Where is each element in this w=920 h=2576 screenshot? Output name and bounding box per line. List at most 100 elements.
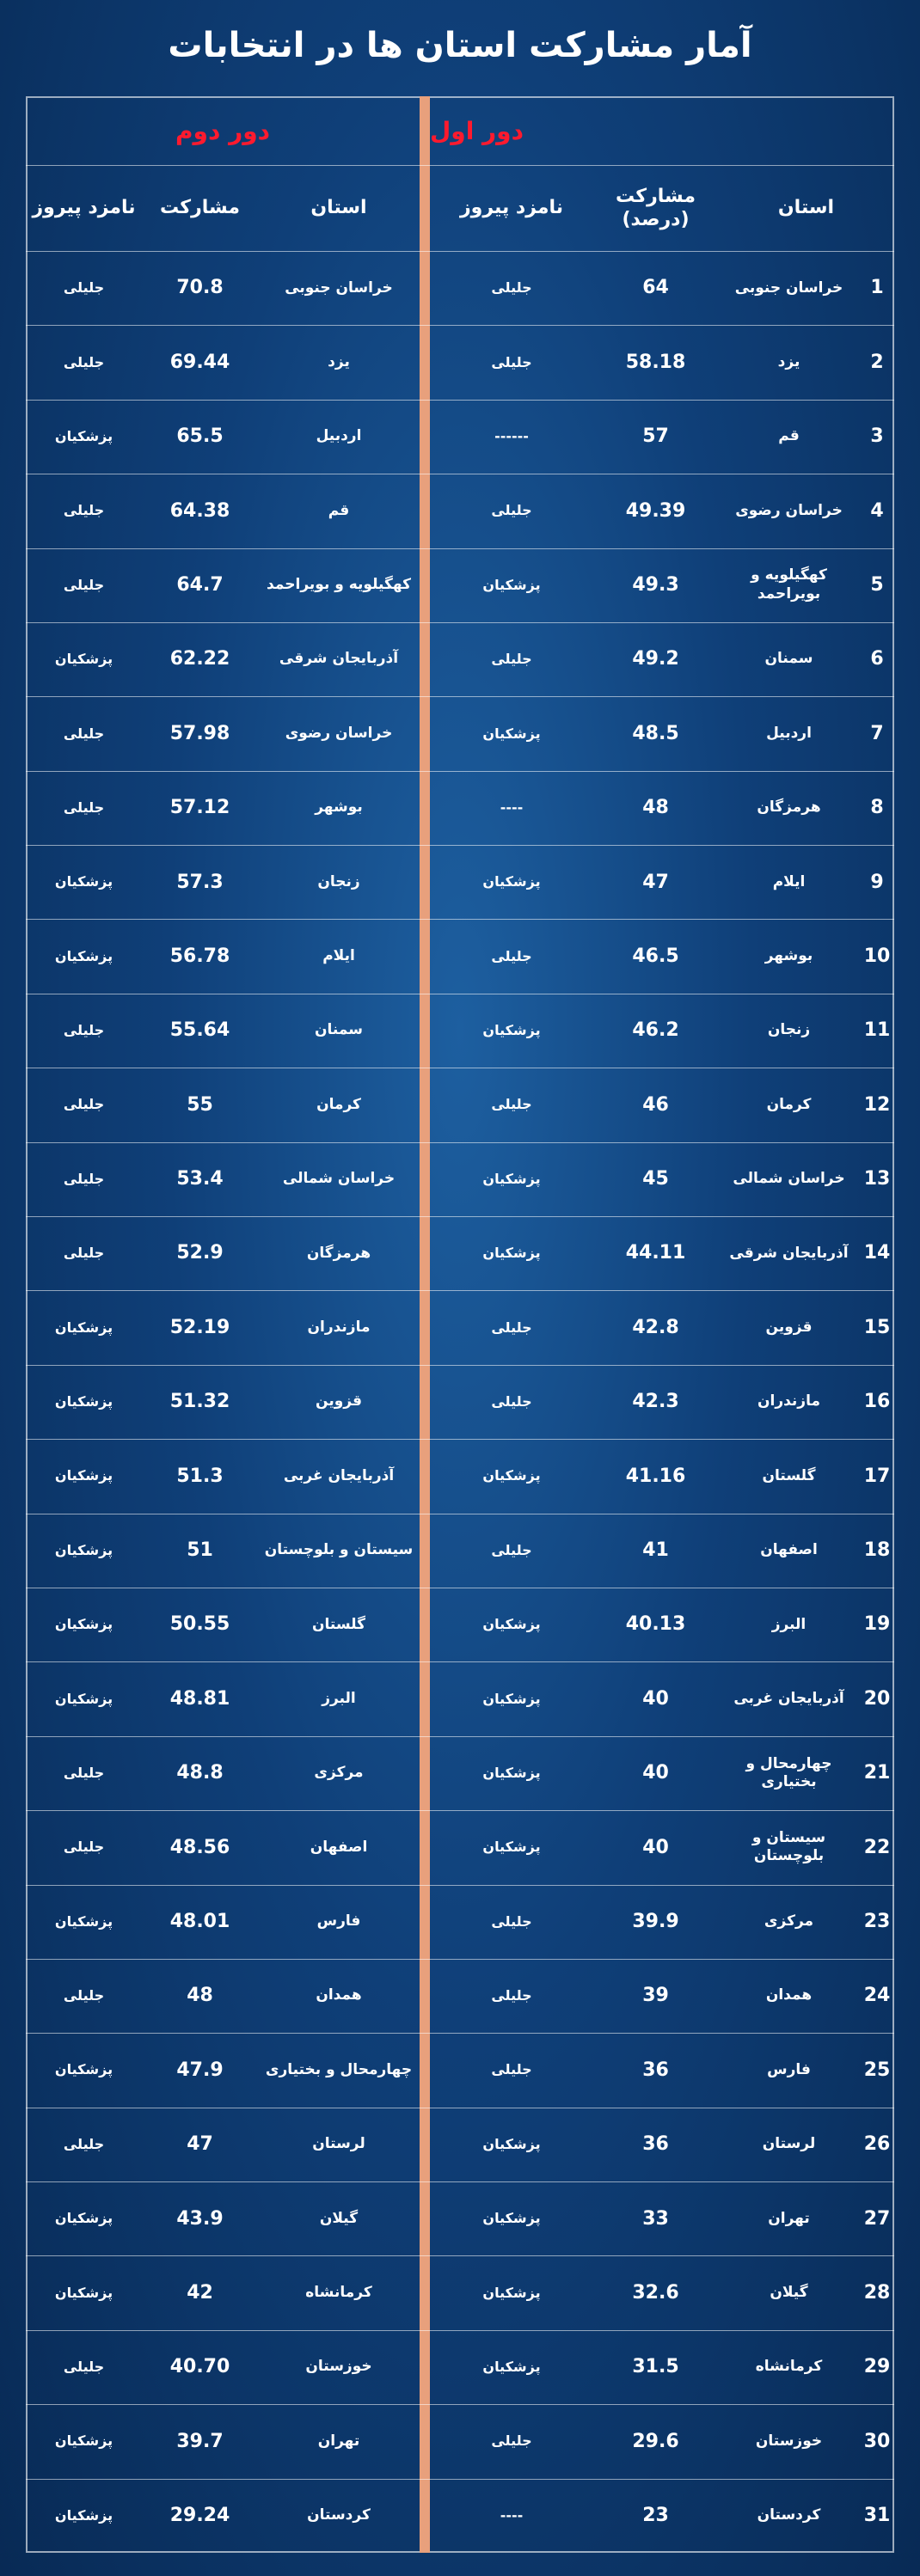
winner: جلیلی (491, 1392, 532, 1410)
province: فارس (767, 2060, 811, 2078)
row-line (26, 919, 894, 921)
row-line (26, 2329, 894, 2331)
winner: جلیلی (63, 502, 105, 519)
participation: 39.7 (176, 2430, 224, 2452)
province: خراسان رضوی (735, 501, 843, 519)
participation: 70.8 (176, 277, 224, 299)
row-line (26, 2181, 894, 2183)
province: سمنان (315, 1021, 363, 1039)
round-title: دور دوم (175, 116, 270, 145)
row-number: 13 (863, 1168, 891, 1190)
participation: 64.7 (176, 573, 224, 596)
province: اصفهان (760, 1541, 818, 1559)
province: خراسان رضوی (285, 724, 393, 742)
province: کرمان (316, 1095, 361, 1113)
winner: پزشکیان (54, 1467, 113, 1484)
participation: 44.11 (625, 1242, 686, 1264)
province: یزد (328, 352, 350, 370)
participation: 46.5 (632, 945, 679, 967)
winner: جلیلی (63, 353, 105, 370)
row-number: 28 (863, 2281, 891, 2304)
participation: 48.8 (176, 1762, 224, 1784)
province: زنجان (767, 1021, 811, 1039)
province: تهران (768, 2209, 810, 2227)
participation: 65.5 (176, 425, 224, 448)
participation: 40.13 (625, 1613, 686, 1636)
province: فارس (316, 1912, 361, 1930)
row-number: 23 (863, 1910, 891, 1932)
winner: پزشکیان (482, 725, 541, 742)
province: آذربایجان شرقی (729, 1244, 849, 1262)
participation: 40.70 (169, 2356, 230, 2378)
row-number: 12 (863, 1093, 891, 1116)
winner: پزشکیان (482, 576, 541, 593)
participation: 53.4 (176, 1168, 224, 1190)
winner: جلیلی (491, 1912, 532, 1930)
winner: پزشکیان (54, 427, 113, 444)
column-header: نامزد پیروز (459, 197, 564, 219)
province: گیلان (319, 2209, 359, 2227)
province: مرکزی (764, 1912, 814, 1930)
column-header: مشارکت (درصد) (615, 185, 696, 231)
province: قزوین (765, 1318, 813, 1336)
row-line (26, 621, 894, 623)
participation: 64 (642, 277, 669, 299)
participation: 31.5 (632, 2356, 679, 2378)
winner: پزشکیان (54, 1541, 113, 1558)
row-line (26, 1958, 894, 1960)
round-title: دور اول (430, 116, 524, 145)
winner: پزشکیان (54, 2210, 113, 2227)
province: اردبیل (766, 724, 812, 742)
row-number: 8 (870, 797, 884, 819)
winner: جلیلی (491, 1541, 532, 1558)
winner: پزشکیان (54, 1616, 113, 1633)
row-number: 2 (870, 351, 884, 373)
column-header: مشارکت (159, 197, 241, 219)
winner: جلیلی (491, 651, 532, 668)
province: چهارمحال و بختیاری (745, 1754, 832, 1790)
province: ایلام (772, 872, 806, 890)
province: کردستان (757, 2506, 821, 2524)
row-number: 14 (863, 1242, 891, 1264)
participation: 39.9 (632, 1910, 679, 1932)
winner: جلیلی (491, 2432, 532, 2450)
province: کهگیلویه و بویراحمد (751, 566, 827, 603)
participation: 48.5 (632, 722, 679, 744)
participation: 36 (642, 2059, 669, 2081)
column-header: استان (310, 197, 367, 219)
row-number: 6 (870, 648, 884, 670)
province: لرستان (762, 2135, 816, 2153)
participation: 48.56 (169, 1836, 230, 1858)
row-number: 16 (863, 1391, 891, 1413)
row-number: 9 (870, 871, 884, 893)
winner: جلیلی (63, 1839, 105, 1856)
row-line (26, 2255, 894, 2257)
province: مرکزی (314, 1764, 364, 1782)
participation: 58.18 (625, 351, 686, 373)
province: سمنان (764, 650, 813, 668)
province: خوزستان (305, 2358, 372, 2376)
province: بوشهر (315, 798, 363, 817)
participation: 45 (642, 1168, 669, 1190)
winner: جلیلی (63, 1245, 105, 1262)
province: هرمزگان (306, 1244, 371, 1262)
participation: 32.6 (632, 2281, 679, 2304)
winner: جلیلی (491, 2061, 532, 2078)
winner: جلیلی (63, 2359, 105, 2376)
row-line (26, 1290, 894, 1292)
table-frame (26, 96, 894, 2553)
province: مازندران (757, 1392, 821, 1410)
province: ایلام (322, 947, 355, 965)
participation: 52.19 (169, 1316, 230, 1338)
winner: جلیلی (491, 1319, 532, 1336)
winner: جلیلی (491, 947, 532, 964)
row-line (26, 1884, 894, 1886)
row-number: 22 (863, 1836, 891, 1858)
winner: پزشکیان (54, 2061, 113, 2078)
winner: پزشکیان (482, 1764, 541, 1781)
participation: 46 (642, 1093, 669, 1116)
winner: جلیلی (63, 1987, 105, 2004)
row-number: 26 (863, 2133, 891, 2156)
row-line (26, 325, 894, 327)
participation: 47.9 (176, 2059, 224, 2081)
